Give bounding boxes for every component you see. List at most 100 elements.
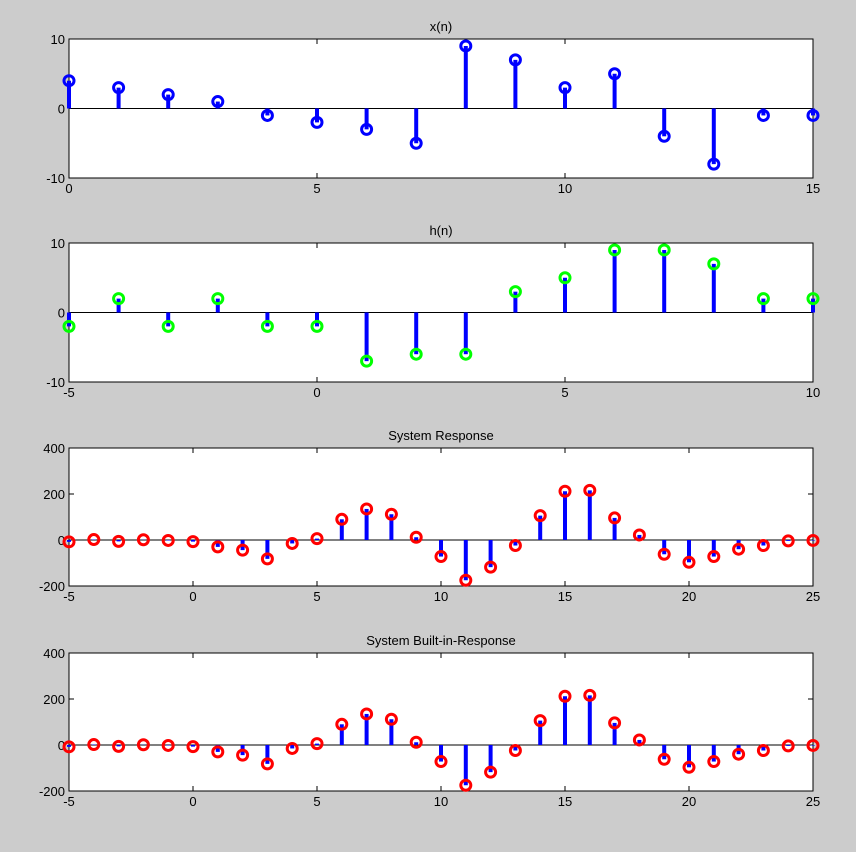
stem-marker xyxy=(732,747,746,761)
stem-marker xyxy=(459,573,473,587)
stem-marker xyxy=(657,752,671,766)
stem-marker xyxy=(335,717,349,731)
x-tick-label: 0 xyxy=(189,589,196,604)
stem-marker xyxy=(608,511,622,525)
stem-marker xyxy=(806,533,820,547)
stem-marker xyxy=(211,95,225,109)
stem-marker xyxy=(161,88,175,102)
stem-marker xyxy=(682,760,696,774)
stem-marker xyxy=(310,319,324,333)
stem-marker xyxy=(236,748,250,762)
stem-marker xyxy=(508,53,522,67)
stem-marker xyxy=(508,744,522,758)
y-tick-label: -200 xyxy=(39,579,65,594)
stem-marker xyxy=(161,738,175,752)
stem-marker xyxy=(781,739,795,753)
x-tick-label: 15 xyxy=(558,589,572,604)
x-tick-label: 5 xyxy=(313,589,320,604)
plot-area xyxy=(68,652,814,792)
stem-marker xyxy=(409,735,423,749)
subplot-system-builtin-response: System Built-in-Response -5 0 5 10 15 20 25 -20… xyxy=(39,633,820,809)
stem-marker xyxy=(62,319,76,333)
y-tick-label: -10 xyxy=(46,375,65,390)
stem-marker xyxy=(558,81,572,95)
subplot-title: h(n) xyxy=(429,223,452,238)
y-tick-label: 0 xyxy=(58,533,65,548)
stem-marker xyxy=(310,532,324,546)
stem-marker xyxy=(136,533,150,547)
stem-marker xyxy=(756,108,770,122)
y-tick-label: 0 xyxy=(58,102,65,117)
stem-marker xyxy=(211,745,225,759)
stem-marker xyxy=(186,535,200,549)
stem-marker xyxy=(62,535,76,549)
stem-marker xyxy=(533,509,547,523)
x-tick-label: 20 xyxy=(682,794,696,809)
stem-marker xyxy=(112,292,126,306)
stem-marker xyxy=(112,81,126,95)
stem-marker xyxy=(707,257,721,271)
subplot-system-response: System Response -5 0 5 10 15 20 25 -200 0 200 400 xyxy=(39,428,820,604)
stem-marker xyxy=(260,757,274,771)
stem-marker xyxy=(608,67,622,81)
stem-marker xyxy=(707,157,721,171)
stem-marker xyxy=(335,512,349,526)
y-tick-label: 200 xyxy=(43,487,65,502)
stem-marker xyxy=(360,502,374,516)
x-tick-label: 0 xyxy=(189,794,196,809)
stem-marker xyxy=(260,552,274,566)
stem-marker xyxy=(657,129,671,143)
x-tick-label: 15 xyxy=(558,794,572,809)
stem-marker xyxy=(558,271,572,285)
stem-marker xyxy=(384,712,398,726)
stem-marker xyxy=(186,740,200,754)
stem-marker xyxy=(62,74,76,88)
x-tick-label: -5 xyxy=(63,794,75,809)
stem-marker xyxy=(260,319,274,333)
stem-marker xyxy=(310,737,324,751)
stem-marker xyxy=(434,755,448,769)
x-tick-label: 10 xyxy=(434,794,448,809)
stem-marker xyxy=(161,319,175,333)
y-tick-label: -200 xyxy=(39,784,65,799)
stem-marker xyxy=(459,347,473,361)
stem-marker xyxy=(583,688,597,702)
x-tick-label: 0 xyxy=(65,181,72,196)
x-tick-label: 25 xyxy=(806,794,820,809)
stem-marker xyxy=(558,689,572,703)
y-tick-label: 400 xyxy=(43,441,65,456)
stem-marker xyxy=(409,347,423,361)
stem-marker xyxy=(657,547,671,561)
stem-marker xyxy=(756,292,770,306)
stem-marker xyxy=(310,115,324,129)
stem-marker xyxy=(384,507,398,521)
stem-marker xyxy=(409,136,423,150)
x-tick-label: 5 xyxy=(561,385,568,400)
x-tick-label: 5 xyxy=(313,181,320,196)
stem-marker xyxy=(459,39,473,53)
stem-marker xyxy=(112,739,126,753)
stem-marker xyxy=(484,765,498,779)
stem-marker xyxy=(87,738,101,752)
stem-marker xyxy=(285,741,299,755)
stem-marker xyxy=(707,755,721,769)
stem-marker xyxy=(583,483,597,497)
stem-marker xyxy=(558,484,572,498)
y-tick-label: 400 xyxy=(43,646,65,661)
subplot-title: System Built-in-Response xyxy=(366,633,516,648)
y-tick-label: -10 xyxy=(46,171,65,186)
stem-marker xyxy=(360,122,374,136)
x-tick-label: -5 xyxy=(63,589,75,604)
y-tick-label: 200 xyxy=(43,692,65,707)
stem-marker xyxy=(211,540,225,554)
x-tick-label: -5 xyxy=(63,385,75,400)
x-tick-label: 10 xyxy=(434,589,448,604)
stem-marker xyxy=(260,108,274,122)
stem-marker xyxy=(732,542,746,556)
stem-marker xyxy=(484,560,498,574)
stem-marker xyxy=(806,292,820,306)
x-tick-label: 10 xyxy=(806,385,820,400)
stem-marker xyxy=(657,243,671,257)
